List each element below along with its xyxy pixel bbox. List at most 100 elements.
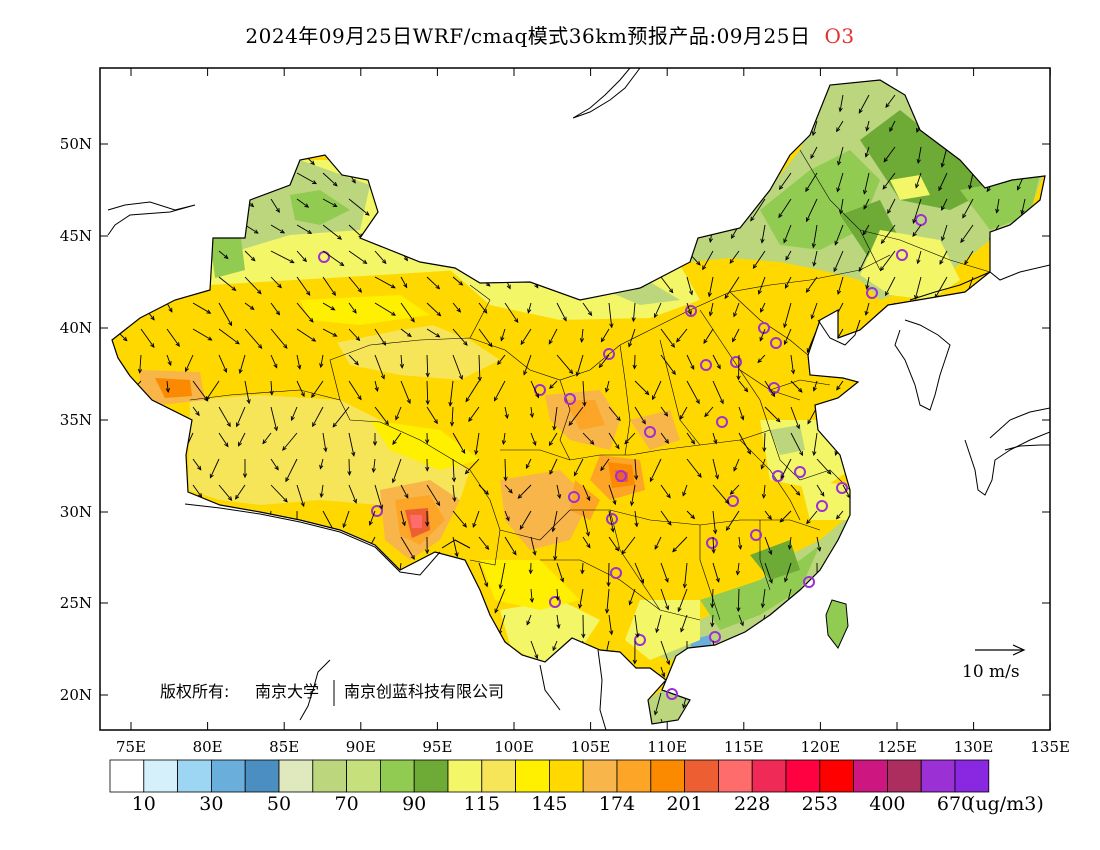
wind-arrow [764,406,781,423]
wind-arrowhead [724,499,730,505]
wind-arrow [816,484,825,497]
wind-arrowhead [864,310,869,316]
wind-arrowhead [797,388,803,393]
wind-arrow [452,458,455,482]
wind-arrowhead [587,311,593,317]
wind-arrow [732,328,740,342]
wind-arrow [322,172,338,187]
wind-arrowhead [787,545,792,551]
wind-arrowhead [812,451,817,457]
wind-arrowhead [352,498,357,504]
wind-arrow [296,224,312,234]
wind-arrow [881,224,896,244]
wind-arrow [369,510,376,526]
wind-arrow [660,588,669,610]
wind-arrow [885,276,896,296]
wind-arrow [730,484,740,495]
wind-arrow [270,328,288,349]
wind-arrow [784,562,792,582]
wind-arrow [285,458,298,482]
wind-arrow [374,406,389,425]
wind-arrow [530,640,538,659]
wind-arrowhead [332,181,338,187]
wind-arrowhead [632,659,638,665]
wind-arrow [712,562,720,583]
wind-arrow [348,432,355,456]
wind-arrowhead [716,364,721,370]
wind-arrow [605,380,610,392]
wind-arrowhead [740,415,745,421]
wind-arrowhead [779,517,785,523]
wind-arrowhead [863,204,868,210]
wind-arrow [244,224,259,234]
wind-arrow [400,380,411,404]
lon-label: 110E [647,738,687,756]
wind-arrowhead [968,184,973,190]
wind-arrowhead [463,341,468,346]
wind-arrowhead [532,550,537,556]
wind-arrowhead [285,477,290,483]
wind-arrow [582,510,590,536]
wind-arrow [682,484,688,496]
wind-arrow [426,380,429,405]
wind-arrowhead [465,397,470,403]
wind-arrowhead [354,360,359,366]
wind-arrowhead [941,236,946,242]
wind-arrow [654,692,662,715]
wind-arrowhead [654,544,659,550]
wind-arrowhead [805,288,811,293]
wind-arrowhead [795,424,800,430]
wind-arrow [912,198,922,224]
wind-arrowhead [962,213,967,219]
legend-label: 400 [869,793,906,815]
wind-arrowhead [616,416,621,422]
wind-arrowhead [649,477,654,483]
wind-arrow [649,458,662,482]
wind-arrowhead [858,267,863,273]
wind-arrowhead [364,211,370,216]
wind-arrow [244,276,262,294]
wind-arrowhead [568,421,574,427]
wind-arrow [270,380,273,395]
wind-arrowhead [451,477,457,483]
wind-arrow [348,302,357,314]
wind-arrow [192,458,202,471]
wind-arrowhead [352,308,357,314]
wind-arrow [400,302,415,322]
wind-arrow [374,380,378,392]
wind-arrowhead [351,451,356,457]
wind-arrowhead [838,107,843,113]
wind-arrowhead [307,229,313,234]
wind-arrow [244,302,255,310]
wind-arrow [914,276,922,300]
lon-label: 130E [954,738,994,756]
wind-arrow [964,250,974,265]
wind-arrow [478,484,489,495]
wind-arrow [790,432,803,456]
wind-arrow [763,432,766,452]
wind-arrowhead [384,420,389,426]
wind-arrow [711,588,714,608]
wind-arrow [556,484,561,499]
wind-arrow [757,354,766,363]
wind-arrowhead [837,160,842,166]
wind-arrow [712,432,717,444]
wind-arrowhead [529,598,535,604]
wind-arrowhead [635,633,640,639]
wind-arrow [296,198,309,208]
legend-label: 50 [266,793,292,815]
legend-label: 174 [598,793,636,815]
wind-arrow [342,510,350,528]
wind-arrowhead [379,730,382,734]
wind-arrow [400,510,406,526]
wind-arrowhead [760,603,766,609]
wind-arrowhead [820,491,825,497]
wind-arrowhead [462,522,467,528]
wind-arrow [296,484,305,507]
wind-arrowhead [424,549,430,555]
coastlines [107,68,1050,730]
wind-arrowhead [598,363,604,369]
wind-arrow [426,354,429,377]
lon-label: 125E [877,738,917,756]
wind-arrow [660,640,670,665]
